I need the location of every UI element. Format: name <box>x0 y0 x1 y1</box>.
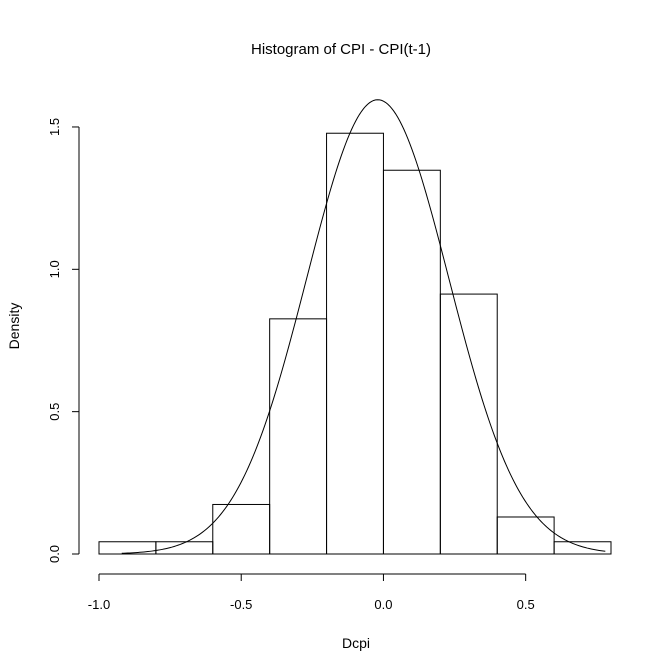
y-tick-label: 0.0 <box>47 545 62 563</box>
y-tick-label: 1.0 <box>47 260 62 278</box>
y-axis: 0.0 0.5 1.0 1.5 <box>47 118 80 563</box>
histogram-bar <box>155 541 214 555</box>
x-tick-label: -0.5 <box>230 597 252 612</box>
histogram-bar <box>439 293 498 555</box>
histogram-bar <box>98 541 157 555</box>
histogram-bar <box>496 516 555 555</box>
histogram-bars <box>98 132 612 555</box>
x-tick-label: 0.5 <box>517 597 535 612</box>
y-tick-label: 0.5 <box>47 403 62 421</box>
x-tick-label: 0.0 <box>374 597 392 612</box>
y-axis-label: Density <box>6 303 22 350</box>
chart-title: Histogram of CPI - CPI(t-1) <box>251 41 431 58</box>
histogram-bar <box>553 541 612 555</box>
x-axis-label: Dcpi <box>342 635 370 651</box>
x-axis: -1.0 -0.5 0.0 0.5 <box>88 573 535 612</box>
density-curve <box>121 99 606 554</box>
histogram-bar <box>212 503 271 555</box>
histogram-bar <box>382 169 441 555</box>
y-tick-label: 1.5 <box>47 118 62 136</box>
histogram-bar <box>326 132 384 555</box>
histogram-bar <box>269 318 328 555</box>
x-tick-label: -1.0 <box>88 597 110 612</box>
